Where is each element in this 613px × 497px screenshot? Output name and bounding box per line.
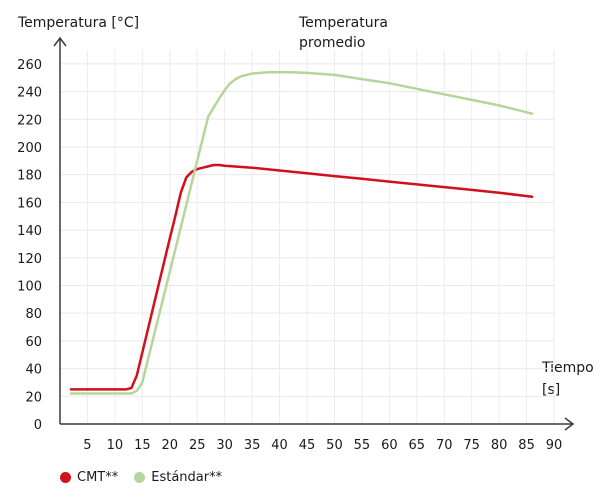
legend-item-cmt: CMT** — [60, 470, 118, 485]
legend-swatch-cmt — [60, 472, 71, 483]
x-tick-label: 65 — [409, 438, 426, 453]
y-tick-label: 260 — [17, 58, 42, 73]
y-tick-label: 100 — [17, 279, 42, 294]
y-tick-labels: 0 20 40 60 80 100 120 140 160 180 200 220 240 260 — [17, 58, 42, 433]
y-tick-label: 20 — [25, 390, 42, 405]
legend-label-cmt: CMT** — [77, 470, 119, 485]
y-tick-label: 120 — [17, 252, 42, 267]
y-tick-label: 140 — [17, 224, 42, 239]
y-tick-label: 60 — [25, 335, 42, 350]
x-axis-label: Tiempo [s] — [542, 360, 594, 398]
x-tick-label: 20 — [162, 438, 179, 453]
x-tick-label: 10 — [107, 438, 124, 453]
x-tick-label: 35 — [244, 438, 261, 453]
y-tick-label: 240 — [17, 86, 42, 101]
x-axis-arrow — [564, 417, 575, 431]
x-tick-label: 60 — [381, 438, 398, 453]
x-tick-label: 90 — [546, 438, 563, 453]
x-tick-label: 25 — [189, 438, 206, 453]
legend-label-estandar: Estándar** — [151, 470, 223, 485]
y-tick-label: 220 — [17, 113, 42, 128]
x-tick-label: 45 — [299, 438, 316, 453]
chart-title: Temperatura promedio — [299, 15, 388, 51]
series-line-cmt — [69, 163, 534, 391]
x-tick-label: 5 — [83, 438, 91, 453]
x-tick-label: 75 — [463, 438, 480, 453]
y-tick-label: 180 — [17, 169, 42, 184]
x-tick-label: 85 — [518, 438, 535, 453]
x-tick-label: 55 — [354, 438, 371, 453]
y-tick-label: 200 — [17, 141, 42, 156]
x-tick-label: 40 — [271, 438, 288, 453]
legend: CMT** Estándar** — [60, 470, 238, 485]
x-tick-label: 70 — [436, 438, 453, 453]
x-tick-label: 15 — [134, 438, 151, 453]
y-axis-arrow — [53, 36, 67, 47]
y-tick-label: 0 — [34, 418, 42, 433]
y-axis-label: Temperatura [°C] — [18, 15, 140, 31]
y-tick-label: 40 — [25, 363, 42, 378]
legend-swatch-estandar — [134, 472, 146, 483]
series-lines — [69, 70, 534, 395]
x-tick-labels: 5 10 15 20 25 30 35 40 45 50 55 60 65 70 75 80 85 90 — [83, 438, 562, 453]
x-tick-label: 50 — [326, 438, 343, 453]
x-tick-label: 30 — [216, 438, 233, 453]
legend-item-estandar: Estándar** — [134, 470, 222, 485]
grid-lines — [60, 50, 555, 424]
y-tick-label: 160 — [17, 196, 42, 211]
y-tick-label: 80 — [25, 307, 42, 322]
x-tick-label: 80 — [491, 438, 508, 453]
axes — [53, 36, 575, 431]
series-line-estandar — [69, 70, 534, 395]
